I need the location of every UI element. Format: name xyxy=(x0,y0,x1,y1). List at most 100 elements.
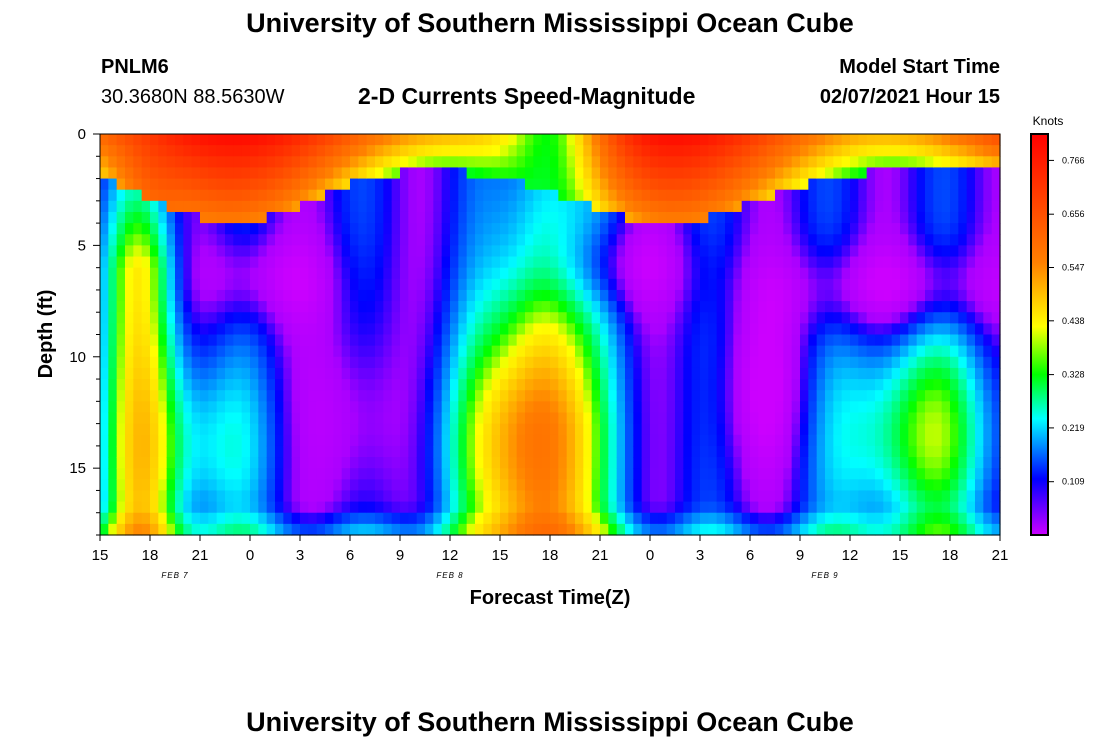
heatmap-cell xyxy=(550,223,559,235)
heatmap-cell xyxy=(350,211,359,224)
heatmap-cell xyxy=(258,189,268,202)
heatmap-cell xyxy=(883,379,893,391)
heatmap-cell xyxy=(991,423,1001,436)
heatmap-cell xyxy=(291,479,301,492)
heatmap-cell xyxy=(158,312,168,324)
heatmap-cell xyxy=(350,367,359,380)
heatmap-cell xyxy=(908,145,918,157)
heatmap-cell xyxy=(641,301,651,313)
heatmap-cell xyxy=(458,457,468,469)
heatmap-cell xyxy=(916,223,926,235)
heatmap-cell xyxy=(908,301,918,313)
heatmap-cell xyxy=(350,412,359,425)
heatmap-cell xyxy=(675,256,684,269)
heatmap-cell xyxy=(133,145,143,157)
heatmap-cell xyxy=(616,178,626,191)
heatmap-cell xyxy=(233,356,243,369)
heatmap-cell xyxy=(366,145,376,157)
heatmap-cell xyxy=(658,334,668,347)
heatmap-cell xyxy=(850,479,859,492)
heatmap-cell xyxy=(266,167,276,180)
heatmap-cell xyxy=(700,367,709,380)
heatmap-cell xyxy=(383,356,393,369)
heatmap-cell xyxy=(766,312,776,324)
heatmap-cell xyxy=(375,423,384,436)
heatmap-cell xyxy=(316,457,326,469)
heatmap-cell xyxy=(125,423,134,436)
heatmap-cell xyxy=(108,323,118,336)
heatmap-cell xyxy=(325,189,334,202)
heatmap-cell xyxy=(491,323,501,336)
heatmap-cell xyxy=(416,145,426,157)
heatmap-cell xyxy=(741,178,751,191)
heatmap-cell xyxy=(266,256,276,269)
heatmap-cell xyxy=(183,457,193,469)
heatmap-cell xyxy=(141,234,151,246)
heatmap-cell xyxy=(575,223,584,235)
heatmap-cell xyxy=(266,145,276,157)
heatmap-cell xyxy=(783,423,793,436)
heatmap-cell xyxy=(316,423,326,436)
heatmap-cell xyxy=(133,501,143,514)
heatmap-cell xyxy=(233,390,243,402)
heatmap-cell xyxy=(183,200,193,213)
heatmap-cell xyxy=(866,256,876,269)
heatmap-cell xyxy=(458,434,468,447)
heatmap-cell xyxy=(325,178,334,191)
heatmap-cell xyxy=(675,167,684,180)
heatmap-cell xyxy=(550,134,559,146)
heatmap-cell xyxy=(191,412,201,425)
y-tick-label: 15 xyxy=(69,460,86,477)
heatmap-cell xyxy=(141,401,151,414)
heatmap-cell xyxy=(550,211,559,224)
heatmap-cell xyxy=(450,267,459,280)
heatmap-cell xyxy=(525,278,534,291)
heatmap-cell xyxy=(491,423,501,436)
heatmap-cell xyxy=(141,211,151,224)
heatmap-cell xyxy=(608,412,618,425)
heatmap-cell xyxy=(758,490,768,503)
heatmap-cell xyxy=(416,345,426,358)
heatmap-cell xyxy=(366,323,376,336)
heatmap-cell xyxy=(566,479,576,492)
heatmap-cell xyxy=(933,512,943,525)
heatmap-cell xyxy=(641,323,651,336)
heatmap-cell xyxy=(950,156,959,169)
heatmap-cell xyxy=(941,434,951,447)
heatmap-cell xyxy=(158,200,168,213)
heatmap-cell xyxy=(550,200,559,213)
heatmap-cell xyxy=(683,145,693,157)
x-tick-label: 3 xyxy=(296,547,304,564)
heatmap-cell xyxy=(400,445,409,458)
heatmap-cell xyxy=(275,512,284,525)
heatmap-cell xyxy=(608,345,618,358)
heatmap-cell xyxy=(216,278,226,291)
heatmap-cell xyxy=(508,523,518,536)
heatmap-cell xyxy=(800,256,809,269)
x-tick-label: 9 xyxy=(796,547,804,564)
heatmap-cell xyxy=(258,445,268,458)
heatmap-cell xyxy=(116,245,126,258)
heatmap-cell xyxy=(908,289,918,302)
heatmap-cell xyxy=(333,367,343,380)
heatmap-cell xyxy=(600,278,609,291)
heatmap-cell xyxy=(408,323,418,336)
heatmap-cell xyxy=(466,457,476,469)
heatmap-cell xyxy=(650,200,659,213)
heatmap-cell xyxy=(116,278,126,291)
heatmap-cell xyxy=(400,245,409,258)
heatmap-cell xyxy=(708,156,718,169)
heatmap-cell xyxy=(966,490,976,503)
heatmap-cell xyxy=(400,223,409,235)
heatmap-cell xyxy=(216,323,226,336)
heatmap-cell xyxy=(616,445,626,458)
heatmap-cell xyxy=(375,323,384,336)
heatmap-cell xyxy=(916,189,926,202)
heatmap-cell xyxy=(708,379,718,391)
heatmap-cell xyxy=(841,512,851,525)
heatmap-cell xyxy=(208,390,218,402)
heatmap-cell xyxy=(483,156,493,169)
heatmap-cell xyxy=(700,345,709,358)
heatmap-cell xyxy=(541,156,551,169)
heatmap-cell xyxy=(691,278,701,291)
